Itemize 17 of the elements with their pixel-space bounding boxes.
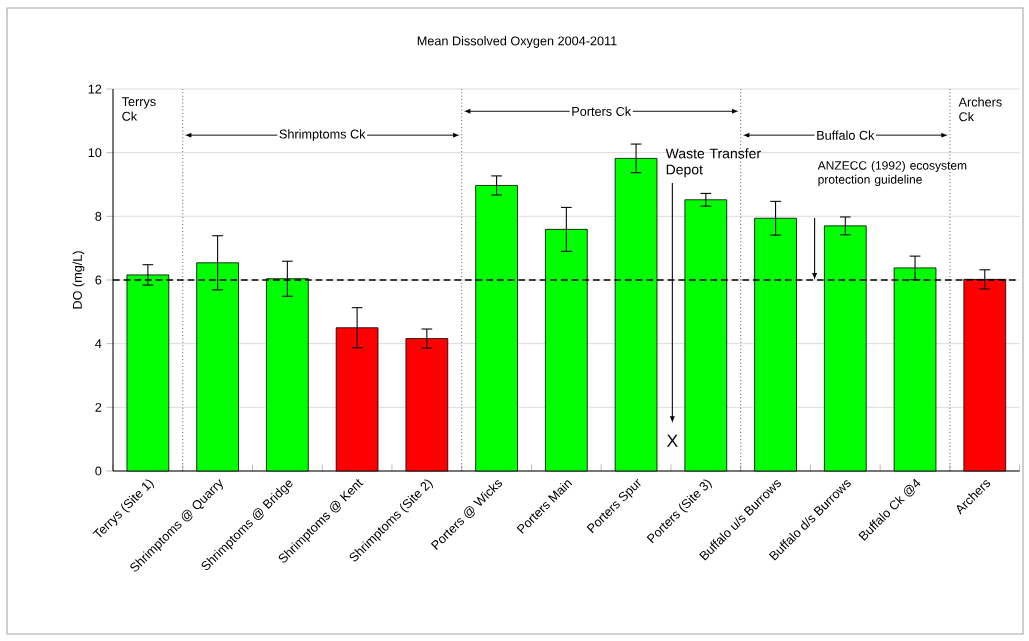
chart-title: Mean Dissolved Oxygen 2004-2011: [417, 36, 617, 48]
annotation: Archers Ck: [958, 97, 1002, 122]
annotation: Buffalo Ck: [817, 130, 875, 140]
y-tick-label: 12: [88, 84, 102, 94]
annotation: Porters Ck: [572, 106, 632, 116]
ref-line-label: ANZECC (1992) ecosystem protection guideline: [817, 160, 967, 187]
annotation: Shrimptoms Ck: [279, 129, 366, 142]
y-tick-label: 0: [95, 466, 102, 476]
y-tick-label: 8: [95, 211, 102, 221]
annotation: Waste Transfer Depot: [665, 148, 761, 178]
y-tick-label: 2: [95, 402, 102, 412]
y-tick-label: 4: [95, 339, 102, 349]
y-tick-label: 10: [88, 148, 102, 158]
y-axis-title: DO (mg/L): [72, 251, 85, 309]
annotation: X: [666, 434, 678, 447]
y-tick-label: 6: [95, 275, 102, 285]
annotation: Terrys Ck: [121, 97, 156, 121]
